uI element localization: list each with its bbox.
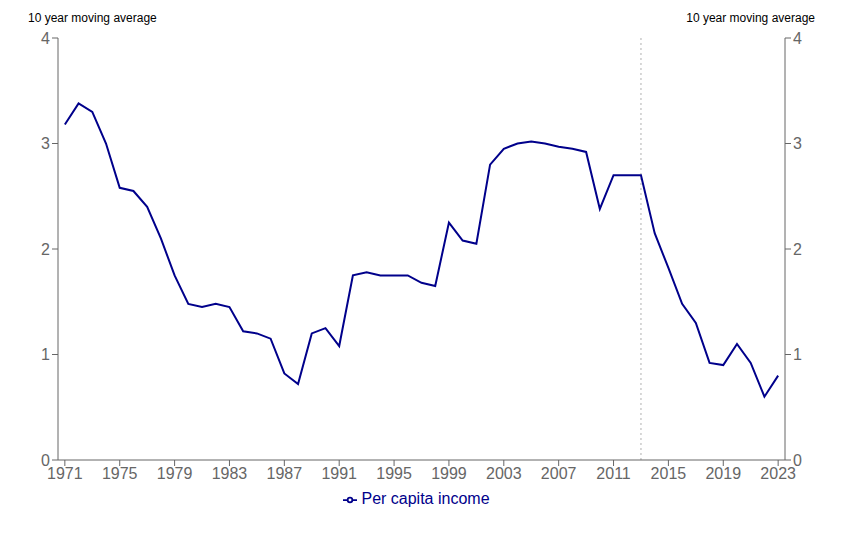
svg-text:2007: 2007 <box>541 465 577 482</box>
svg-text:1975: 1975 <box>102 465 138 482</box>
svg-text:2015: 2015 <box>651 465 687 482</box>
svg-text:0: 0 <box>41 452 50 469</box>
svg-text:1995: 1995 <box>376 465 412 482</box>
svg-text:2003: 2003 <box>486 465 522 482</box>
svg-text:2011: 2011 <box>596 465 631 482</box>
svg-text:1: 1 <box>41 346 50 363</box>
svg-text:2: 2 <box>41 241 50 258</box>
svg-text:4: 4 <box>793 30 802 47</box>
svg-text:4: 4 <box>41 30 50 47</box>
svg-text:0: 0 <box>793 452 802 469</box>
svg-text:2023: 2023 <box>760 465 796 482</box>
svg-text:2019: 2019 <box>705 465 741 482</box>
svg-text:1987: 1987 <box>267 465 303 482</box>
svg-text:1971: 1971 <box>47 465 83 482</box>
svg-text:1979: 1979 <box>157 465 193 482</box>
html-text:10 year moving average: 10 year moving average <box>686 11 815 25</box>
svg-text:2: 2 <box>793 241 802 258</box>
svg-text:3: 3 <box>41 135 50 152</box>
svg-text:1999: 1999 <box>431 465 467 482</box>
svg-text:1983: 1983 <box>212 465 248 482</box>
svg-text:3: 3 <box>793 135 802 152</box>
svg-text:1: 1 <box>793 346 802 363</box>
html-text:Per capita income: Per capita income <box>361 490 490 507</box>
svg-text:1991: 1991 <box>321 465 357 482</box>
html-text:10 year moving average: 10 year moving average <box>28 11 157 25</box>
